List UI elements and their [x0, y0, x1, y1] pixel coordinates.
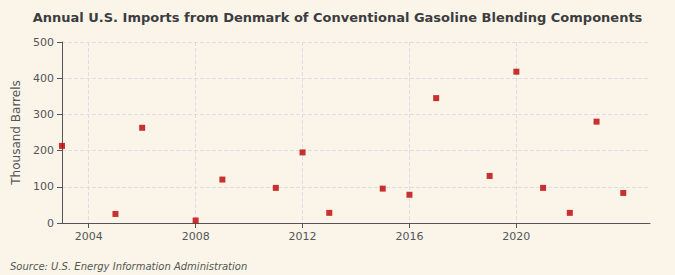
svg-text:2008: 2008 [182, 230, 210, 243]
svg-text:Source: U.S. Energy Informatio: Source: U.S. Energy Information Administ… [10, 261, 247, 272]
svg-text:2020: 2020 [502, 230, 530, 243]
svg-text:500: 500 [33, 36, 54, 49]
svg-text:200: 200 [33, 144, 54, 157]
svg-text:2012: 2012 [289, 230, 317, 243]
svg-text:0: 0 [47, 217, 54, 230]
svg-text:300: 300 [33, 108, 54, 121]
svg-text:400: 400 [33, 72, 54, 85]
svg-text:2016: 2016 [395, 230, 423, 243]
svg-text:Annual U.S. Imports from Denma: Annual U.S. Imports from Denmark of Conv… [33, 10, 643, 25]
svg-text:2004: 2004 [75, 230, 103, 243]
svg-text:Thousand Barrels: Thousand Barrels [9, 80, 23, 185]
svg-text:100: 100 [33, 180, 54, 193]
